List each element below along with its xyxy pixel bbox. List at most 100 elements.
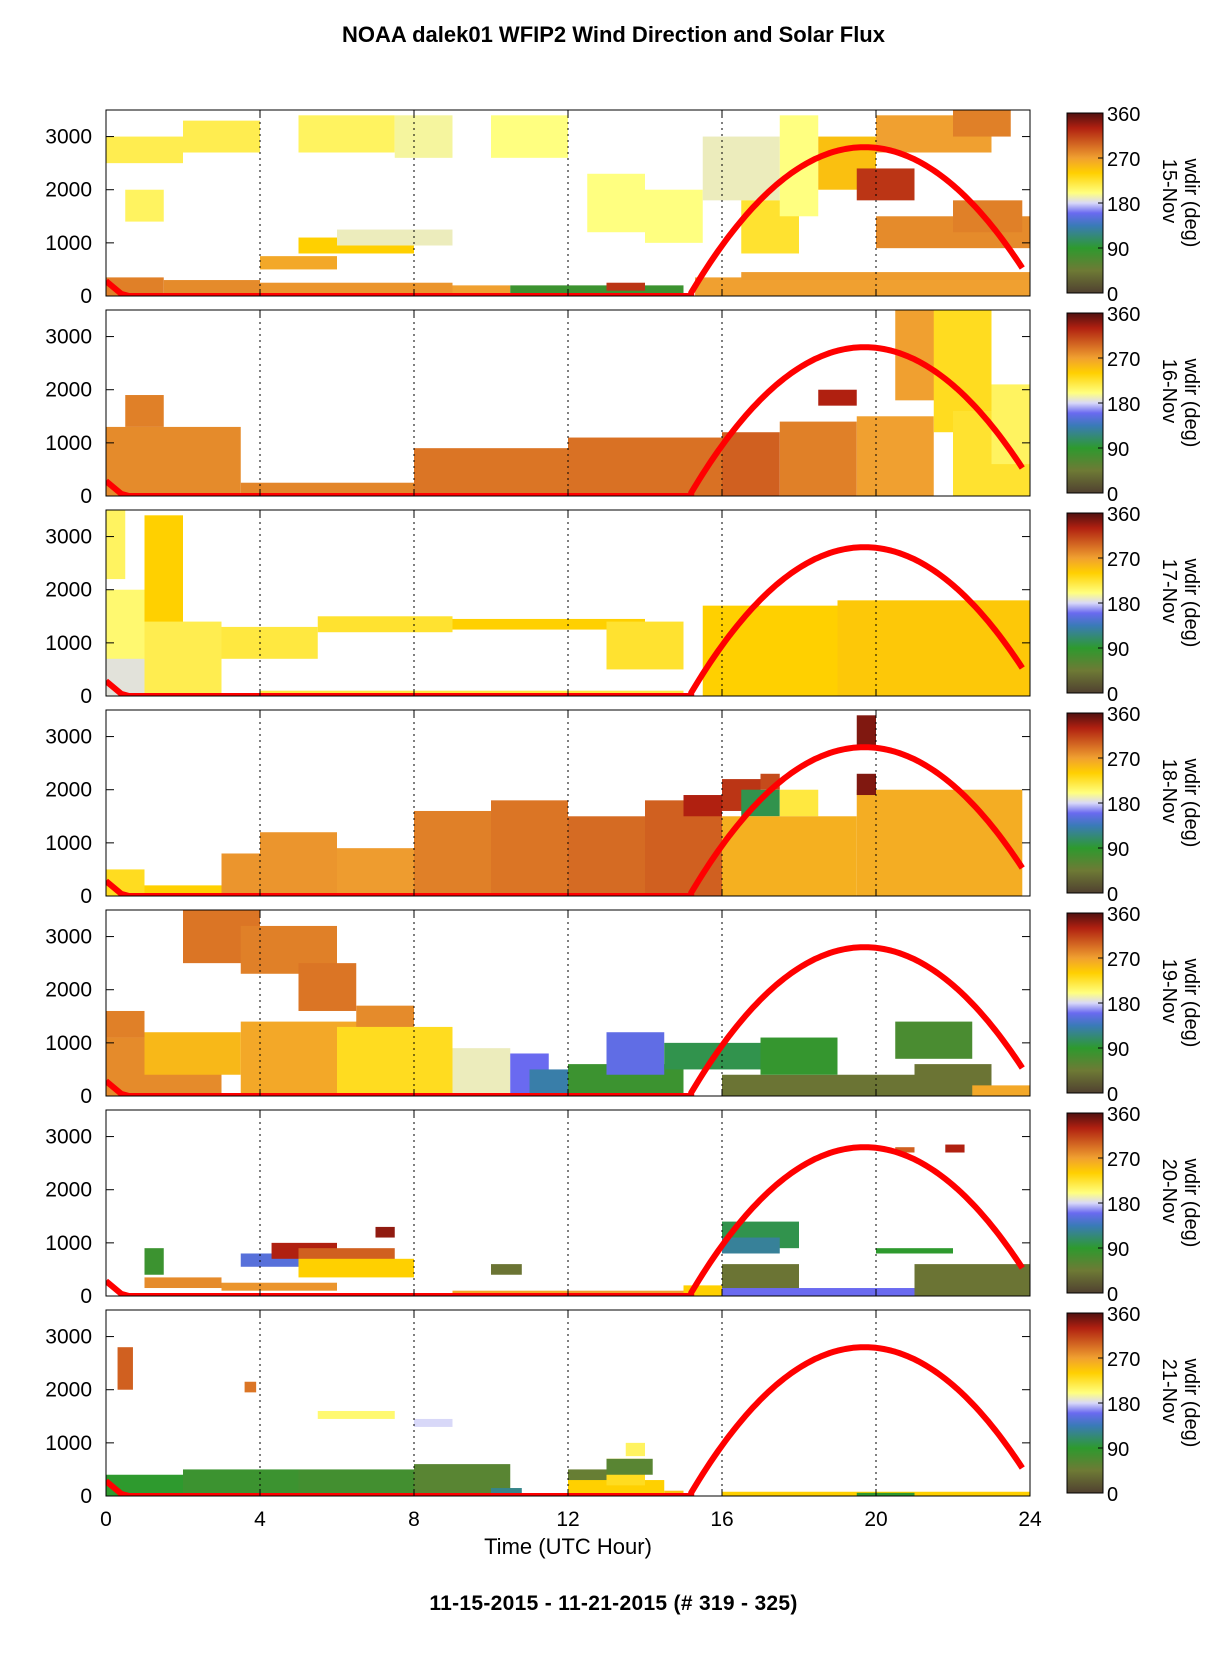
heatmap-cells <box>106 1347 1030 1496</box>
colorbar-gradient <box>1066 312 1104 494</box>
y-tick-label: 0 <box>80 485 92 508</box>
y-tick-label: 0 <box>80 685 92 708</box>
heatmap-cell <box>510 285 684 296</box>
heatmap-cell <box>856 1492 915 1496</box>
colorbar-tick-label: 270 <box>1107 349 1140 371</box>
heatmap-cell <box>337 1026 453 1096</box>
solar-flux-curve <box>106 344 1025 496</box>
heatmap-cell <box>606 282 645 291</box>
y-tick-label: 2000 <box>45 579 92 602</box>
heatmap-cell <box>606 1458 653 1475</box>
colorbar: 0 90 180 270 360 wdir (deg)20-Nov <box>1066 1104 1202 1306</box>
colorbar-gradient <box>1066 1112 1104 1294</box>
heatmap-cell <box>695 277 1030 296</box>
y-tick-label: 3000 <box>45 526 92 549</box>
y-tick-label: 2000 <box>45 1379 92 1402</box>
heatmap-cell <box>240 482 414 496</box>
heatmap-cell <box>856 789 1023 896</box>
heatmap-cell <box>106 136 183 164</box>
heatmap-cell <box>144 621 222 696</box>
heatmap-cell <box>722 432 780 496</box>
y-tick-label: 3000 <box>45 126 92 149</box>
heatmap-cell <box>106 426 241 496</box>
y-tick-label: 2000 <box>45 979 92 1002</box>
y-tick-label: 3000 <box>45 1326 92 1349</box>
y-tick-label: 1000 <box>45 1032 92 1055</box>
heatmap-cell <box>414 448 568 496</box>
y-tick-label: 0 <box>80 1085 92 1108</box>
heatmap-cell <box>606 1032 665 1075</box>
panel-19-nov: 0 1000 2000 3000 0 90 180 270 360 wdir (deg)19-No… <box>45 904 1202 1108</box>
heatmap-cell <box>491 1264 522 1275</box>
heatmap-cell <box>587 173 645 233</box>
heatmap-cell <box>317 616 453 633</box>
heatmap-cell <box>125 189 164 222</box>
x-tick-label: 4 <box>254 1508 266 1531</box>
heatmap-cell <box>818 389 857 406</box>
heatmap-cell <box>144 1032 241 1075</box>
heatmap-cell <box>144 885 222 896</box>
heatmap-cell <box>491 1488 522 1496</box>
heatmap-cell <box>163 280 260 296</box>
colorbar-tick-label: 0 <box>1107 1284 1118 1306</box>
y-tick-label: 1000 <box>45 632 92 655</box>
x-axis: 0 4 8 12 16 20 24 Time (UTC Hour) <box>100 1508 1042 1559</box>
heatmap-cell <box>221 626 318 659</box>
heatmap-cell <box>837 600 1030 696</box>
panel-date-label: 17-Nov <box>1158 559 1180 623</box>
panel-frame <box>105 1109 1031 1297</box>
colorbar-tick-label: 180 <box>1107 394 1140 416</box>
heatmap-cell <box>645 189 703 243</box>
x-tick-label: 0 <box>100 1508 112 1531</box>
colorbar-tick-label: 90 <box>1107 1239 1129 1261</box>
panel-date-label: 18-Nov <box>1158 759 1180 823</box>
heatmap-cell <box>106 510 126 580</box>
colorbar-tick-label: 90 <box>1107 439 1129 461</box>
heatmap-cell <box>144 515 183 633</box>
colorbar-tick-label: 180 <box>1107 594 1140 616</box>
y-tick-label: 1000 <box>45 1232 92 1255</box>
colorbar-tick-label: 360 <box>1107 104 1140 126</box>
heatmap-cell <box>298 115 395 153</box>
y-tick-label: 1000 <box>45 1432 92 1455</box>
heatmap-cell <box>856 168 915 201</box>
y-tick-label: 3000 <box>45 326 92 349</box>
heatmap-cell <box>568 816 645 896</box>
colorbar: 0 90 180 270 360 wdir (deg)16-Nov <box>1066 304 1202 506</box>
panel-date-label: 19-Nov <box>1158 959 1180 1023</box>
y-tick-label: 2000 <box>45 179 92 202</box>
heatmap-cell <box>895 1021 973 1059</box>
heatmap-cell <box>452 1048 511 1096</box>
heatmap-cells <box>144 1144 1030 1296</box>
panel-date-label: 15-Nov <box>1158 159 1180 223</box>
heatmap-cell <box>144 1248 164 1275</box>
heatmap-cell <box>144 1277 222 1289</box>
heatmap-cell <box>183 120 260 153</box>
heatmap-cells <box>106 510 1030 696</box>
colorbar-tick-label: 180 <box>1107 1194 1140 1216</box>
colorbar-tick-label: 0 <box>1107 484 1118 506</box>
solar-flux-curve <box>106 1344 1025 1496</box>
y-tick-label: 0 <box>80 885 92 908</box>
heatmap-cell <box>876 1248 953 1254</box>
heatmap-cell <box>856 773 876 796</box>
colorbar-tick-label: 270 <box>1107 1149 1140 1171</box>
colorbar-tick-label: 360 <box>1107 904 1140 926</box>
heatmap-cell <box>394 115 453 158</box>
y-tick-label: 2000 <box>45 1179 92 1202</box>
colorbar-tick-label: 0 <box>1107 1084 1118 1106</box>
heatmap-cell <box>722 1264 799 1291</box>
colorbar-tick-label: 0 <box>1107 284 1118 306</box>
heatmap-cell <box>125 395 164 427</box>
heatmap-cell <box>741 272 1030 281</box>
colorbar-tick-label: 360 <box>1107 1104 1140 1126</box>
colorbar-tick-label: 360 <box>1107 504 1140 526</box>
heatmap-cell <box>702 605 838 696</box>
x-tick-label: 24 <box>1018 1508 1042 1531</box>
heatmap-cell <box>606 621 684 670</box>
colorbar-tick-label: 0 <box>1107 1484 1118 1506</box>
y-tick-label: 0 <box>80 1485 92 1508</box>
heatmap-cell <box>972 1085 1030 1096</box>
